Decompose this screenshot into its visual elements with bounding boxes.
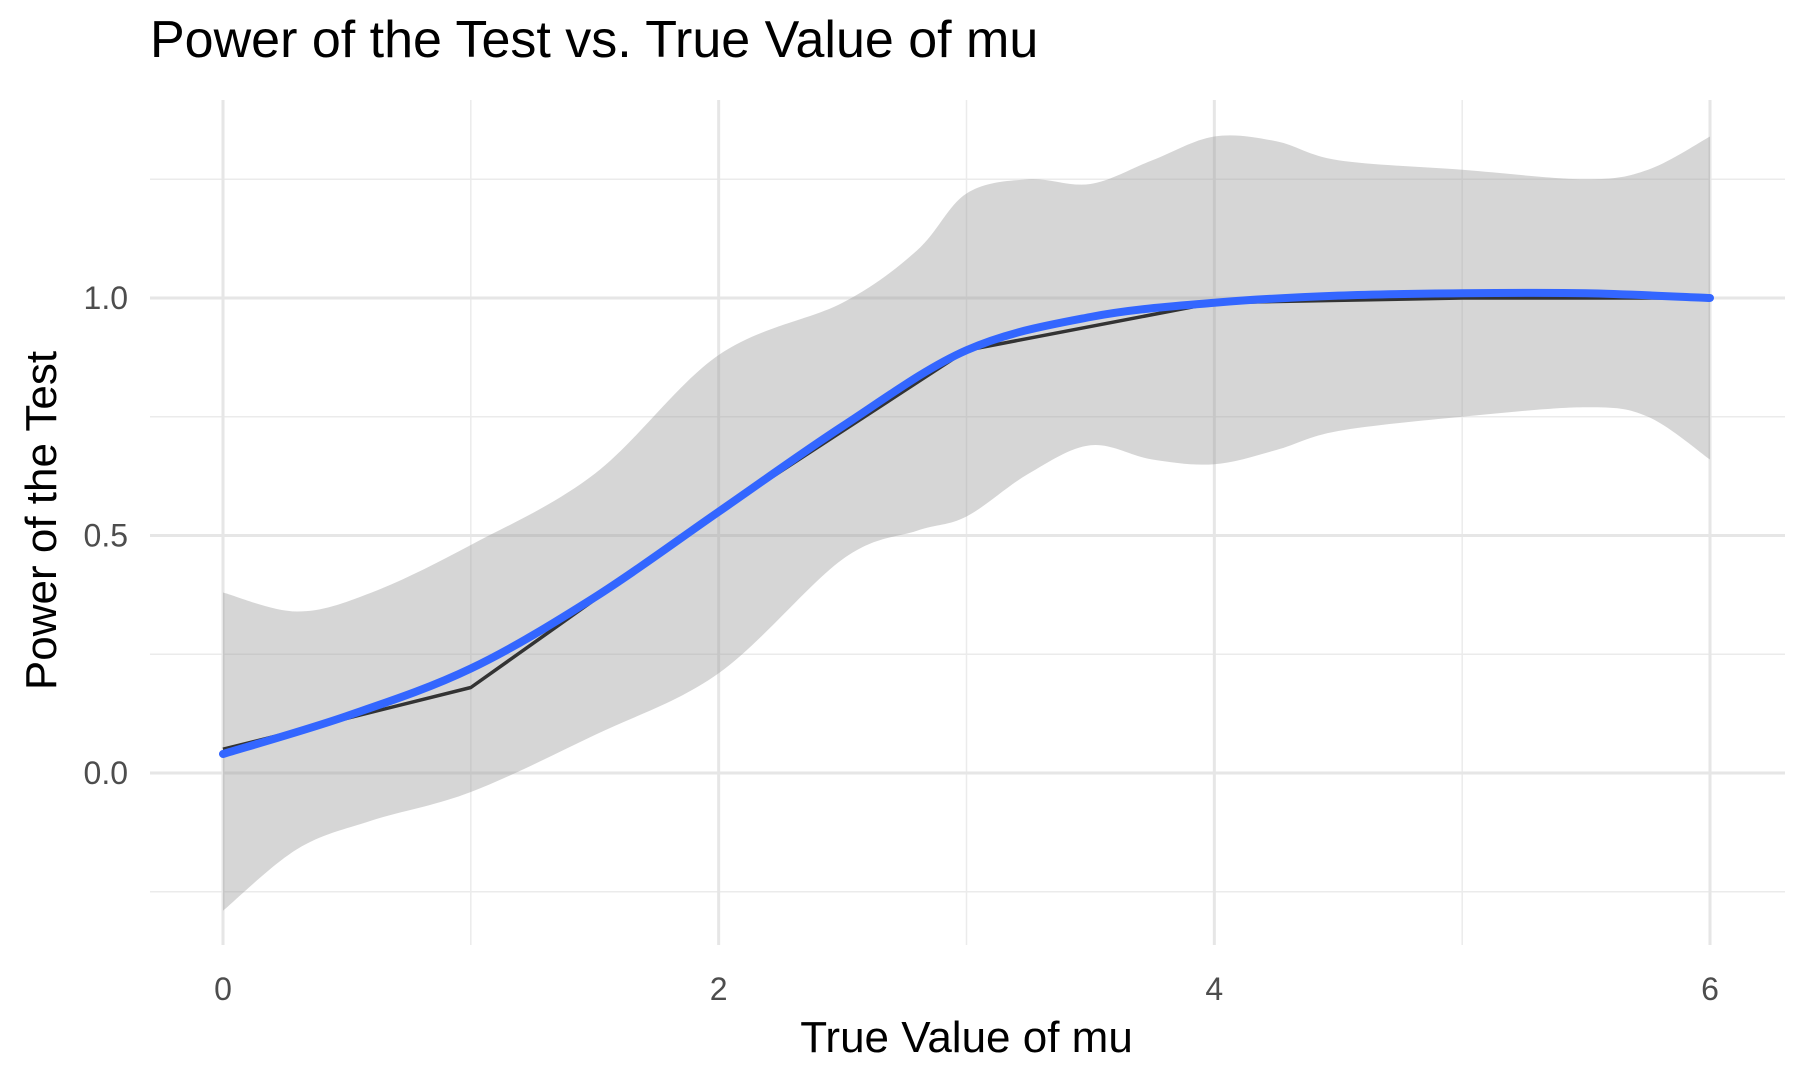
x-tick-label: 6 [1701, 971, 1719, 1007]
y-axis-title: Power of the Test [17, 351, 66, 690]
x-tick-label: 4 [1205, 971, 1223, 1007]
confidence-band-layer [223, 135, 1710, 911]
smooth-fit-line [219, 288, 1714, 758]
x-tick-label: 0 [214, 971, 232, 1007]
y-tick-label: 0.5 [84, 518, 128, 554]
tick-labels: 0 2 4 6 0.0 0.5 1.0 [84, 280, 1719, 1007]
x-tick-label: 2 [710, 971, 728, 1007]
confidence-band [223, 135, 1710, 911]
y-tick-label: 1.0 [84, 280, 128, 316]
chart-title: Power of the Test vs. True Value of mu [150, 11, 1039, 69]
y-tick-label: 0.0 [84, 755, 128, 791]
x-axis-title: True Value of mu [800, 1013, 1133, 1062]
series-layer [219, 288, 1714, 758]
